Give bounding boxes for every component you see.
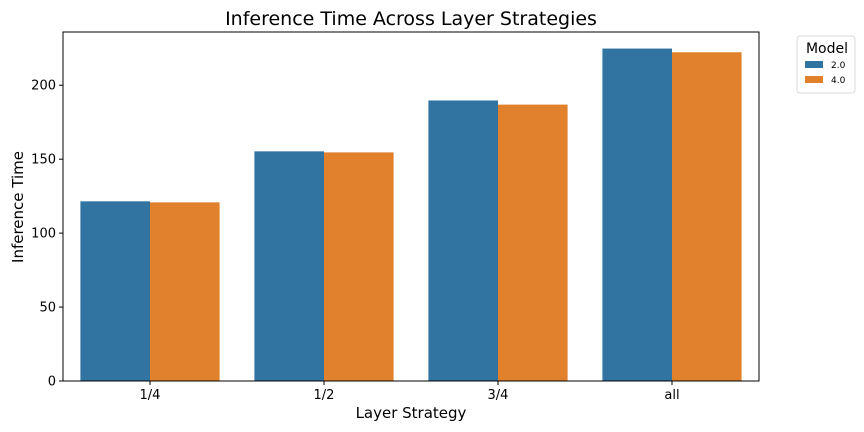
bar-1 (254, 151, 324, 381)
bar-2 (672, 52, 742, 382)
x-axis: 1/4 1/2 3/4 all (140, 381, 680, 403)
y-axis-title: Inference Time (9, 151, 27, 263)
plot-frame (62, 31, 760, 382)
legend-swatch (805, 76, 823, 83)
bar-1 (428, 100, 498, 382)
y-tick-label: 50 (39, 301, 56, 316)
y-tick-label: 0 (48, 375, 56, 390)
y-tick-label: 150 (31, 153, 56, 168)
y-tick-label: 100 (31, 227, 56, 242)
legend: Model 2.0 4.0 (796, 35, 856, 94)
bar-2 (498, 104, 568, 382)
legend-title: Model (806, 41, 848, 57)
bar-1 (602, 48, 672, 381)
y-tick-label: 200 (31, 79, 56, 94)
chart-title: Inference Time Across Layer Strategies (225, 8, 597, 30)
legend-label: 4.0 (831, 76, 846, 86)
x-axis-title: Layer Strategy (356, 404, 467, 422)
y-axis: 0 50 100 150 200 (31, 79, 63, 390)
legend-label: 2.0 (831, 61, 846, 71)
plot-area (80, 48, 742, 382)
x-tick-label: 1/4 (140, 388, 161, 403)
bar-2 (150, 202, 220, 381)
legend-swatch (805, 61, 823, 68)
bar-1 (80, 201, 150, 381)
bar-2 (324, 152, 394, 381)
x-tick-label: all (664, 388, 679, 403)
x-tick-label: 1/2 (314, 388, 335, 403)
x-tick-label: 3/4 (488, 388, 509, 403)
